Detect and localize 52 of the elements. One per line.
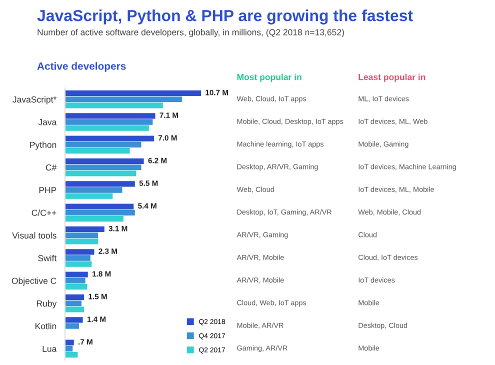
bar (65, 352, 78, 358)
bar (65, 340, 74, 346)
y-tick-label: Python (30, 141, 56, 150)
y-tick-label: Ruby (36, 300, 57, 308)
bar (65, 216, 124, 222)
bar (65, 90, 201, 96)
bar (65, 119, 153, 125)
bar (65, 113, 156, 119)
bar (65, 210, 135, 216)
text: Active developers (37, 62, 126, 72)
bar (65, 284, 88, 290)
bar (65, 261, 92, 267)
bar (65, 181, 135, 187)
bar (65, 306, 84, 312)
bar (65, 193, 113, 199)
y-tick-label: Java (38, 119, 57, 126)
y-tick-label: C/C++ (32, 209, 56, 216)
bar (65, 142, 142, 148)
chart-title: JavaScript, Python & PHP are growing the fastest (37, 10, 413, 24)
y-tick-label: PHP (39, 187, 56, 194)
text: Least popular in (358, 74, 426, 82)
bar (65, 255, 90, 261)
bar (65, 187, 122, 193)
bar (65, 96, 182, 102)
y-tick-label: Objective C (12, 277, 56, 286)
bar (65, 148, 130, 154)
bar (65, 158, 144, 164)
bar (65, 300, 82, 306)
y-tick-label: Swift (38, 254, 57, 262)
text: Most popular in (237, 74, 302, 82)
bar (65, 164, 142, 170)
bar (65, 294, 84, 300)
y-tick-label: C# (46, 164, 57, 171)
bar (65, 272, 88, 278)
bar (65, 204, 134, 210)
bar (65, 346, 73, 352)
bar (65, 232, 98, 238)
bar (65, 102, 163, 108)
bar (65, 226, 104, 232)
y-tick-label: Visual tools (12, 232, 56, 239)
bar (65, 136, 154, 142)
bar (65, 249, 94, 255)
y-tick-label: Lua (42, 346, 57, 352)
bar (65, 317, 83, 323)
bar (65, 238, 98, 244)
bar (65, 125, 149, 131)
bar (65, 323, 79, 329)
bar (65, 170, 136, 176)
chart-subtitle: Number of active software developers, globally, in millions, (Q2 2018 n=13,652) (38, 28, 344, 38)
y-tick-label: Kotlin (35, 322, 56, 330)
bar (65, 278, 86, 284)
y-tick-label: JavaScript* (12, 96, 57, 104)
